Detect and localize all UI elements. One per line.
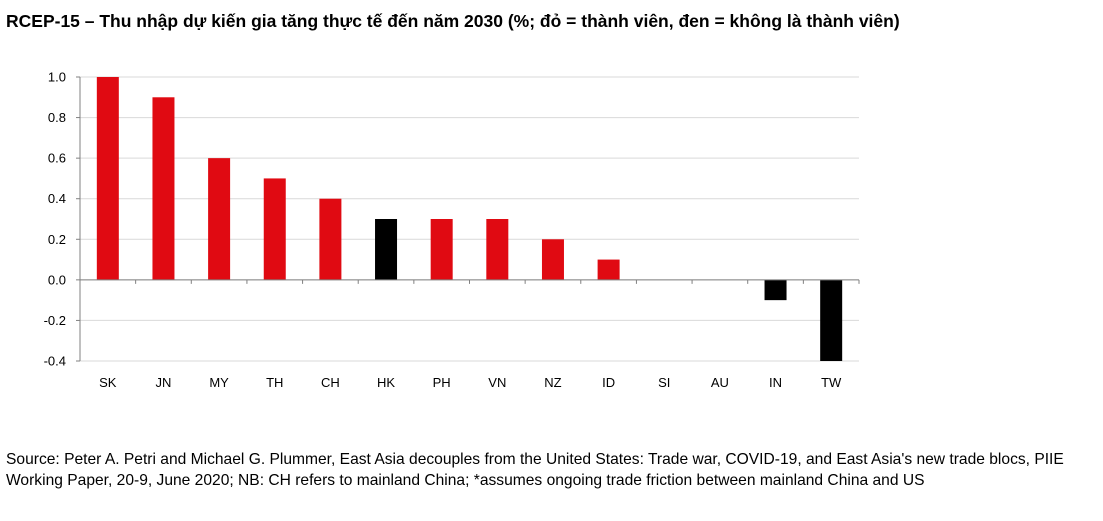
y-tick-label: 0.0	[48, 272, 66, 287]
x-tick-label: TH	[266, 375, 283, 390]
x-tick-label: IN	[769, 375, 782, 390]
bar-ph	[430, 219, 453, 280]
x-tick-label: ID	[602, 375, 615, 390]
x-tick-label: HK	[377, 375, 395, 390]
y-tick-label: 0.8	[48, 110, 66, 125]
bar-my	[208, 158, 231, 280]
y-tick-label: -0.2	[44, 313, 66, 328]
y-tick-labels: 1.0 0.8 0.6 0.4 0.2 0.0 -0.2 -0.4	[44, 70, 66, 369]
y-tick-label: 0.6	[48, 151, 66, 166]
bar-ch	[319, 198, 342, 280]
axes	[76, 76, 860, 362]
x-tick-labels: SK JN MY TH CH HK PH VN NZ ID SI AU IN TW	[99, 375, 842, 390]
y-tick-label: 0.4	[48, 191, 66, 206]
x-tick-label: PH	[433, 375, 451, 390]
x-tick-label: SK	[99, 375, 117, 390]
x-tick-label: AU	[711, 375, 729, 390]
bar-nz	[541, 239, 564, 280]
y-tick-label: -0.4	[44, 354, 66, 369]
bars	[96, 77, 843, 361]
x-tick-label: MY	[209, 375, 229, 390]
y-tick-label: 0.2	[48, 232, 66, 247]
source-note: Source: Peter A. Petri and Michael G. Pl…	[6, 451, 1064, 489]
bar-jn	[152, 97, 175, 280]
bar-vn	[486, 219, 509, 280]
y-tick-label: 1.0	[48, 70, 66, 85]
bar-th	[263, 178, 286, 280]
bar-tw	[820, 279, 843, 361]
gridlines	[80, 76, 859, 362]
bar-hk	[375, 219, 398, 280]
x-tick-label: SI	[658, 375, 670, 390]
bar-in	[764, 279, 787, 301]
x-tick-label: NZ	[544, 375, 561, 390]
x-tick-label: TW	[821, 375, 842, 390]
bar-sk	[96, 77, 119, 280]
x-tick-label: VN	[488, 375, 506, 390]
chart-title: RCEP-15 – Thu nhập dự kiến gia tăng thực…	[6, 11, 900, 31]
x-tick-label: CH	[321, 375, 340, 390]
x-tick-label: JN	[156, 375, 172, 390]
bar-id	[597, 259, 620, 280]
